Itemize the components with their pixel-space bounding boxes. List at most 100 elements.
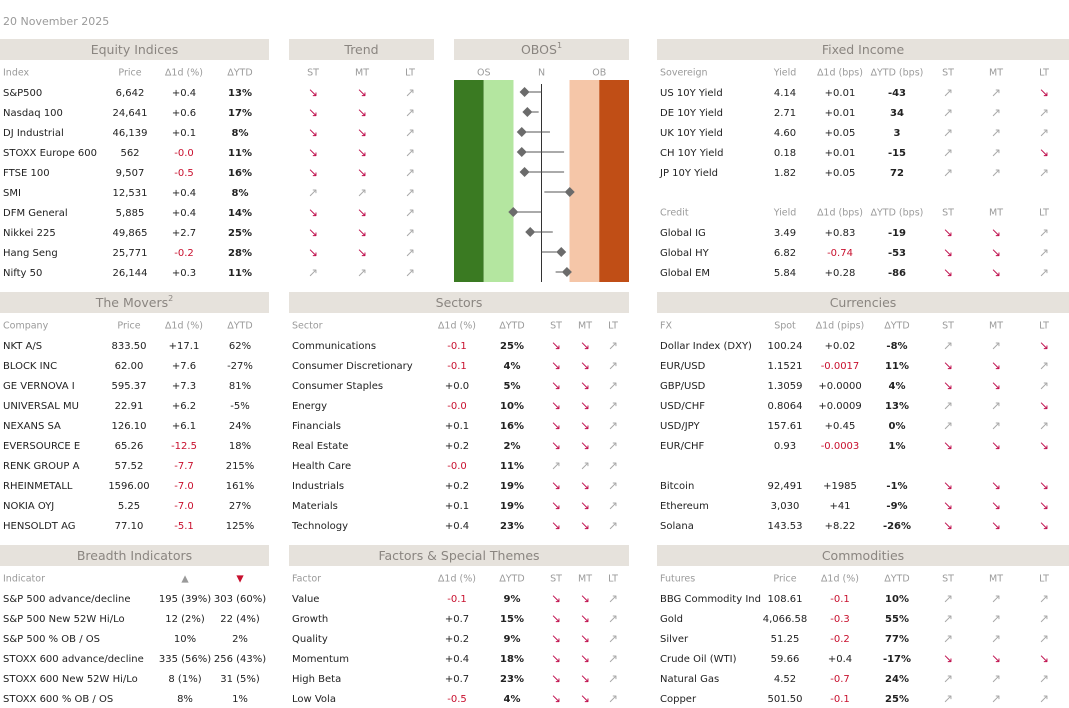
- cell: Consumer Staples: [292, 381, 383, 392]
- cell: 335 (56%): [159, 654, 211, 665]
- obos-marker: [508, 207, 519, 217]
- column-header: ST: [550, 574, 562, 585]
- obos-marker: [556, 247, 567, 257]
- cell: Real Estate: [292, 441, 348, 452]
- trend-arrow: ↘: [308, 246, 318, 260]
- trend-arrow: ↘: [308, 206, 318, 220]
- cell: 2%: [232, 634, 248, 645]
- cell: 16%: [228, 168, 252, 179]
- trend-arrow: ↗: [1039, 592, 1049, 606]
- cell: -7.7: [174, 461, 194, 472]
- panel-title-text: Trend: [343, 42, 378, 57]
- panel-title-text: OBOS: [521, 42, 557, 57]
- cell: 4.60: [774, 128, 796, 139]
- panel-title-text: Factors & Special Themes: [378, 548, 539, 563]
- cell: +0.0009: [818, 401, 861, 412]
- trend-arrow: ↗: [943, 672, 953, 686]
- column-header: ∆1d (%): [437, 574, 476, 585]
- cell: 18%: [500, 654, 524, 665]
- trend-arrow: ↗: [608, 519, 618, 533]
- trend-arrow: ↗: [608, 399, 618, 413]
- obos-marker: [519, 167, 530, 177]
- column-header: Index: [3, 68, 30, 79]
- cell: +0.01: [825, 108, 856, 119]
- cell: -12.5: [171, 441, 197, 452]
- trend-arrow: ↘: [551, 652, 561, 666]
- cell: STOXX 600 advance/decline: [3, 654, 144, 665]
- panel-header: [454, 39, 629, 60]
- trend-arrow: ↘: [551, 399, 561, 413]
- obos-marker: [564, 187, 575, 197]
- trend-arrow: ↘: [1039, 519, 1049, 533]
- cell: NKT A/S: [3, 341, 42, 352]
- cell: -0.74: [827, 248, 853, 259]
- cell: S&P 500 New 52W Hi/Lo: [3, 614, 125, 625]
- cell: BBG Commodity Ind: [660, 594, 761, 605]
- trend-arrow: ↗: [1039, 106, 1049, 120]
- cell: -17%: [883, 654, 911, 665]
- cell: 17%: [228, 108, 252, 119]
- column-header: ∆1d (pips): [815, 321, 865, 332]
- column-header: ▲: [181, 574, 189, 585]
- panel-title-text: Commodities: [822, 548, 904, 563]
- trend-arrow: ↗: [991, 339, 1001, 353]
- trend-arrow: ↘: [580, 519, 590, 533]
- cell: 1596.00: [108, 481, 149, 492]
- trend-arrow: ↗: [405, 86, 415, 100]
- cell: 4%: [889, 381, 906, 392]
- cell: STOXX Europe 600: [3, 148, 97, 159]
- trend-arrow: ↘: [357, 226, 367, 240]
- trend-arrow: ↘: [580, 672, 590, 686]
- cell: 1%: [232, 694, 248, 705]
- trend-arrow: ↘: [551, 632, 561, 646]
- panel-title: Fixed Income: [822, 42, 905, 57]
- trend-arrow: ↘: [580, 379, 590, 393]
- trend-arrow: ↗: [405, 206, 415, 220]
- cell: +6.1: [172, 421, 196, 432]
- cell: Natural Gas: [660, 674, 719, 685]
- panel-header: [657, 39, 1069, 60]
- cell: 108.61: [768, 594, 803, 605]
- zone-label: OS: [477, 68, 491, 79]
- cell: 81%: [229, 381, 251, 392]
- column-header: LT: [1039, 321, 1049, 332]
- column-header: Sector: [292, 321, 323, 332]
- trend-arrow: ↗: [405, 146, 415, 160]
- trend-arrow: ↗: [405, 166, 415, 180]
- obos-marker: [522, 107, 533, 117]
- trend-arrow: ↘: [580, 692, 590, 706]
- cell: +0.05: [825, 168, 856, 179]
- cell: DE 10Y Yield: [660, 108, 723, 119]
- trend-arrow: ↗: [1039, 672, 1049, 686]
- cell: +7.6: [172, 361, 196, 372]
- cell: -5.1: [174, 521, 194, 532]
- cell: 19%: [500, 501, 524, 512]
- cell: Dollar Index (DXY): [660, 341, 752, 352]
- trend-arrow: ↘: [991, 479, 1001, 493]
- cell: 22 (4%): [220, 614, 260, 625]
- panel-title-text: Sectors: [436, 295, 483, 310]
- cell: HENSOLDT AG: [3, 521, 76, 532]
- cell: 125%: [226, 521, 255, 532]
- cell: JP 10Y Yield: [659, 168, 718, 179]
- column-header: ∆YTD: [883, 321, 909, 332]
- cell: +0.01: [825, 148, 856, 159]
- column-header: MT: [989, 574, 1003, 585]
- trend-arrow: ↗: [608, 479, 618, 493]
- trend-arrow: ↘: [308, 106, 318, 120]
- trend-arrow: ↘: [308, 86, 318, 100]
- cell: 8 (1%): [168, 674, 201, 685]
- cell: 0.18: [774, 148, 796, 159]
- cell: 16%: [500, 421, 524, 432]
- cell: +0.2: [445, 634, 469, 645]
- cell: +7.3: [172, 381, 196, 392]
- trend-arrow: ↗: [1039, 632, 1049, 646]
- cell: 10%: [885, 594, 909, 605]
- column-header: LT: [1039, 574, 1049, 585]
- cell: 303 (60%): [214, 594, 266, 605]
- cell: S&P 500 advance/decline: [3, 594, 131, 605]
- trend-arrow: ↗: [608, 379, 618, 393]
- zone-label: OB: [592, 68, 606, 79]
- column-header: ST: [942, 208, 954, 219]
- trend-arrow: ↗: [1039, 612, 1049, 626]
